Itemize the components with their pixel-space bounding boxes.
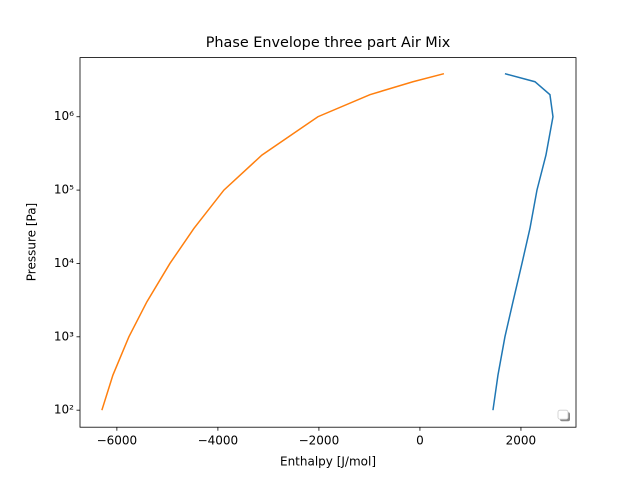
x-tick-label: 2000	[506, 434, 537, 448]
x-tick-label: −6000	[97, 434, 138, 448]
plot-area	[101, 72, 554, 411]
legend-box	[557, 409, 569, 420]
y-tick-label: 10⁵	[54, 183, 74, 197]
axes-frame	[79, 57, 577, 428]
x-tick-label: 0	[416, 434, 424, 448]
series-line	[492, 72, 554, 411]
x-tick-label: −4000	[198, 434, 239, 448]
series-line	[101, 72, 445, 411]
y-tick-label: 10²	[54, 403, 74, 417]
y-tick-label: 10⁶	[54, 109, 74, 123]
y-tick-label: 10⁴	[54, 256, 74, 270]
x-tick-label: −2000	[299, 434, 340, 448]
x-axis-label: Enthalpy [J/mol]	[280, 455, 376, 469]
y-axis-label: Pressure [Pa]	[25, 203, 39, 281]
chart-title: Phase Envelope three part Air Mix	[206, 35, 451, 51]
y-tick-label: 10³	[54, 329, 74, 343]
